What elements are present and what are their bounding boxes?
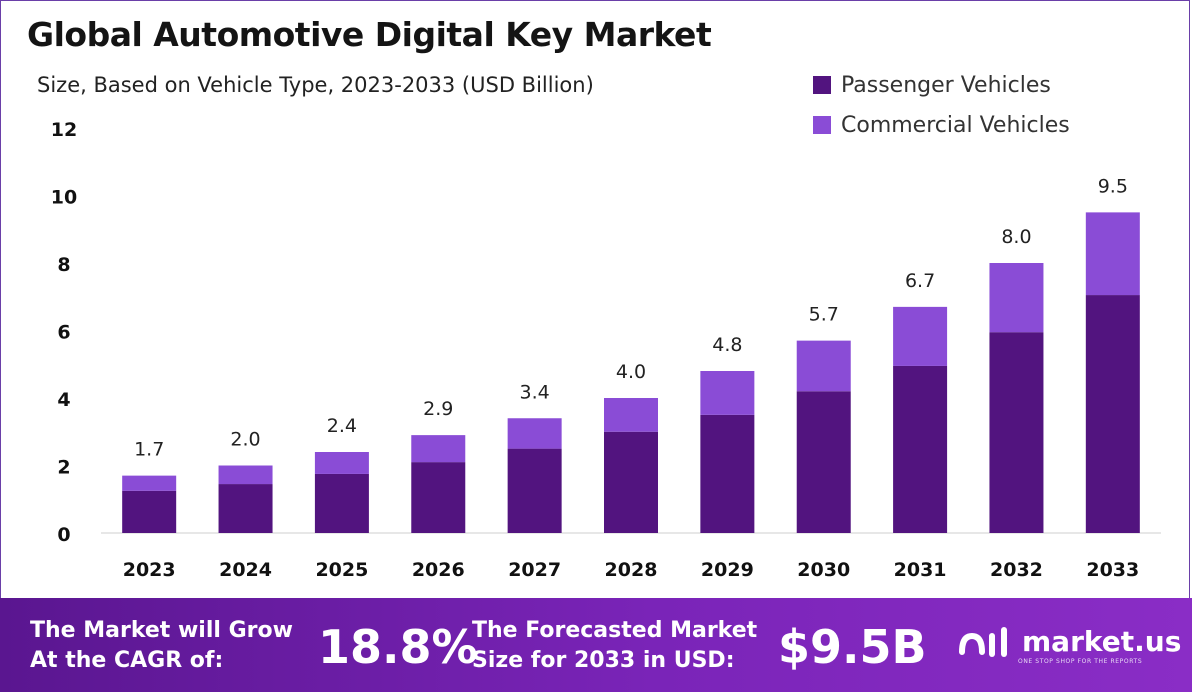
legend-item-passenger: Passenger Vehicles: [813, 65, 1070, 105]
data-label-2024: 2.0: [230, 429, 260, 451]
x-tick-label-2028: 2028: [605, 559, 658, 581]
brand-logo[interactable]: market.us: [956, 622, 1181, 662]
bar-commercial-2030: [796, 340, 851, 392]
bar-passenger-2024: [218, 484, 273, 533]
y-tick-label: 6: [57, 322, 70, 344]
x-tick-label-2026: 2026: [412, 559, 465, 581]
bar-commercial-2024: [218, 465, 273, 485]
data-label-2023: 1.7: [134, 439, 164, 461]
brand-tagline: ONE STOP SHOP FOR THE REPORTS: [1018, 658, 1143, 665]
data-label-2025: 2.4: [327, 415, 357, 437]
y-tick-label: 4: [57, 389, 70, 411]
bar-commercial-2028: [604, 398, 658, 432]
cagr-value: 18.8%: [318, 620, 478, 674]
data-label-2033: 9.5: [1098, 175, 1128, 197]
forecast-caption: The Forecasted Market Size for 2033 in U…: [472, 616, 757, 676]
legend-swatch-passenger: [813, 76, 831, 94]
data-label-2028: 4.0: [616, 361, 646, 383]
bar-passenger-2032: [989, 332, 1044, 533]
legend-swatch-commercial: [813, 116, 831, 134]
bar-passenger-2026: [411, 462, 466, 533]
legend-label-commercial: Commercial Vehicles: [841, 112, 1070, 138]
bar-commercial-2026: [411, 435, 466, 463]
x-tick-label-2030: 2030: [797, 559, 850, 581]
bar-passenger-2029: [700, 414, 755, 533]
chart-title: Global Automotive Digital Key Market: [27, 15, 712, 54]
forecast-caption-line1: The Forecasted Market: [472, 618, 758, 643]
bar-passenger-2033: [1085, 295, 1140, 533]
data-label-2032: 8.0: [1001, 226, 1031, 248]
cagr-caption-line2: At the CAGR of:: [30, 648, 224, 673]
legend-item-commercial: Commercial Vehicles: [813, 105, 1070, 145]
bar-commercial-2025: [314, 452, 369, 474]
bar-passenger-2027: [507, 448, 562, 533]
data-label-2027: 3.4: [520, 381, 550, 403]
x-tick-label-2025: 2025: [315, 559, 368, 581]
legend: Passenger Vehicles Commercial Vehicles: [813, 65, 1070, 145]
x-tick-label-2032: 2032: [990, 559, 1043, 581]
data-label-2029: 4.8: [712, 334, 742, 356]
bar-passenger-2030: [796, 391, 851, 533]
bar-commercial-2033: [1085, 212, 1140, 296]
bar-passenger-2023: [122, 490, 177, 533]
data-label-2026: 2.9: [423, 398, 453, 420]
data-label-2031: 6.7: [905, 270, 935, 292]
x-tick-label-2024: 2024: [219, 559, 272, 581]
y-tick-label: 0: [57, 524, 70, 546]
y-tick-label: 12: [51, 119, 77, 141]
bar-commercial-2023: [122, 475, 177, 491]
cagr-caption-line1: The Market will Grow: [30, 618, 293, 643]
x-tick-label-2033: 2033: [1086, 559, 1139, 581]
bar-commercial-2031: [893, 306, 948, 366]
bar-chart: 0 2 4 6 8 10 12 1.7 2023 2.0 2024 2.4 2025 2.9 2026 3.4…: [51, 119, 1161, 581]
x-tick-label-2029: 2029: [701, 559, 754, 581]
x-tick-label-2031: 2031: [894, 559, 947, 581]
bar-passenger-2031: [893, 365, 948, 533]
cagr-caption: The Market will Grow At the CAGR of:: [30, 616, 293, 676]
bar-commercial-2027: [507, 418, 562, 449]
market-us-logo-icon: [959, 627, 1007, 657]
chart-subtitle: Size, Based on Vehicle Type, 2023-2033 (…: [37, 73, 594, 97]
brand-name: market.us: [1022, 625, 1182, 658]
footer-banner: The Market will Grow At the CAGR of: 18.…: [0, 598, 1192, 692]
bar-commercial-2029: [700, 371, 755, 415]
bar-passenger-2025: [314, 473, 369, 533]
forecast-caption-line2: Size for 2033 in USD:: [472, 648, 735, 673]
y-tick-label: 10: [51, 187, 77, 209]
x-tick-label-2027: 2027: [508, 559, 561, 581]
x-tick-label-2023: 2023: [123, 559, 176, 581]
bar-passenger-2028: [604, 431, 658, 533]
forecast-value: $9.5B: [778, 620, 927, 674]
bar-commercial-2032: [989, 263, 1044, 333]
legend-label-passenger: Passenger Vehicles: [841, 72, 1051, 98]
y-tick-label: 2: [57, 457, 70, 479]
data-label-2030: 5.7: [809, 304, 839, 326]
y-tick-label: 8: [57, 254, 70, 276]
